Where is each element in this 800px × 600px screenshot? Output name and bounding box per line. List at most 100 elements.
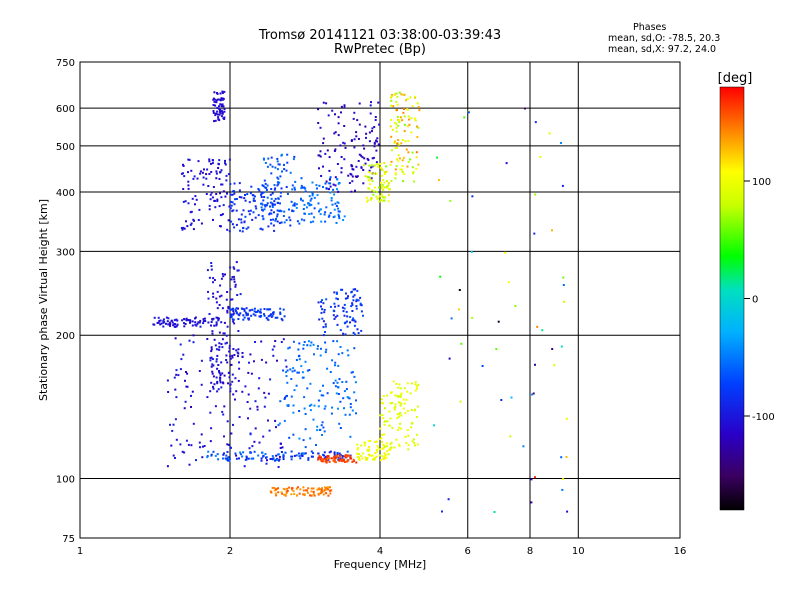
data-point bbox=[391, 401, 394, 404]
data-point bbox=[320, 311, 323, 314]
data-point bbox=[343, 459, 345, 462]
data-point bbox=[310, 212, 313, 215]
data-point bbox=[187, 158, 190, 161]
data-point bbox=[247, 371, 250, 374]
data-point bbox=[334, 379, 337, 382]
data-point bbox=[358, 123, 361, 126]
data-point bbox=[225, 334, 228, 337]
data-point bbox=[332, 183, 335, 186]
data-point bbox=[233, 278, 236, 281]
data-point bbox=[223, 405, 226, 408]
data-point bbox=[383, 423, 386, 426]
data-point bbox=[301, 371, 304, 374]
data-point bbox=[226, 228, 229, 231]
data-point bbox=[179, 343, 182, 346]
data-point bbox=[215, 360, 218, 363]
data-point bbox=[221, 346, 224, 349]
data-point bbox=[333, 302, 336, 305]
data-point bbox=[210, 162, 212, 165]
data-point bbox=[347, 454, 350, 457]
data-point bbox=[212, 364, 215, 367]
data-point bbox=[278, 163, 281, 166]
data-point bbox=[449, 199, 452, 202]
x-tick-2: 2 bbox=[227, 546, 233, 557]
data-point bbox=[232, 312, 235, 315]
data-point bbox=[245, 456, 248, 459]
data-point bbox=[156, 321, 159, 324]
data-point bbox=[355, 305, 358, 308]
data-point bbox=[247, 318, 250, 321]
data-point bbox=[192, 334, 195, 337]
data-point bbox=[286, 489, 289, 492]
data-point bbox=[270, 156, 273, 159]
data-point bbox=[265, 204, 268, 207]
data-point bbox=[334, 113, 336, 116]
data-point bbox=[173, 323, 176, 326]
data-point bbox=[220, 361, 223, 364]
data-point bbox=[332, 382, 335, 385]
data-point bbox=[247, 313, 249, 316]
data-point bbox=[269, 163, 272, 166]
data-point bbox=[286, 394, 288, 397]
data-point bbox=[225, 174, 228, 177]
data-point bbox=[373, 126, 376, 128]
data-point bbox=[183, 451, 186, 454]
data-point bbox=[218, 98, 221, 101]
data-point bbox=[325, 206, 328, 209]
data-point bbox=[321, 491, 323, 494]
data-point bbox=[346, 325, 349, 328]
data-point bbox=[296, 486, 299, 489]
data-point bbox=[184, 323, 187, 325]
colorbar-label: [deg] bbox=[718, 71, 753, 86]
data-point bbox=[310, 403, 313, 406]
data-point bbox=[269, 378, 272, 381]
data-point bbox=[215, 177, 218, 180]
data-point bbox=[548, 132, 551, 135]
data-point bbox=[395, 126, 398, 129]
data-point bbox=[237, 330, 240, 332]
data-point bbox=[180, 227, 183, 229]
data-point bbox=[325, 187, 328, 190]
data-point bbox=[338, 210, 341, 213]
data-point bbox=[301, 186, 304, 189]
data-point bbox=[264, 396, 267, 399]
data-point bbox=[274, 166, 277, 169]
data-point bbox=[278, 455, 281, 458]
data-point bbox=[395, 382, 398, 385]
data-point bbox=[216, 382, 219, 385]
data-point bbox=[216, 453, 219, 456]
data-point bbox=[563, 300, 566, 303]
data-point bbox=[332, 188, 335, 191]
data-point bbox=[352, 317, 355, 320]
data-point bbox=[319, 354, 322, 357]
data-point bbox=[326, 392, 329, 395]
data-point bbox=[339, 346, 342, 348]
data-point bbox=[231, 210, 234, 213]
data-point bbox=[344, 413, 347, 416]
data-point bbox=[192, 341, 195, 344]
data-point bbox=[236, 269, 239, 272]
data-point bbox=[220, 343, 223, 346]
data-point bbox=[249, 407, 252, 410]
data-point bbox=[337, 386, 340, 388]
data-point bbox=[332, 459, 335, 462]
data-point bbox=[305, 489, 307, 492]
data-point bbox=[380, 401, 383, 404]
data-point bbox=[370, 164, 373, 167]
data-point bbox=[267, 308, 270, 311]
data-point bbox=[379, 162, 382, 165]
data-point bbox=[379, 448, 382, 451]
data-point bbox=[229, 288, 232, 291]
data-point bbox=[368, 164, 371, 167]
data-point bbox=[237, 355, 239, 358]
data-point bbox=[206, 269, 209, 272]
data-point bbox=[360, 310, 363, 313]
data-point bbox=[304, 360, 307, 363]
data-point bbox=[180, 172, 183, 175]
data-point bbox=[219, 171, 221, 174]
data-point bbox=[400, 427, 403, 430]
data-point bbox=[226, 291, 229, 293]
data-point bbox=[463, 116, 466, 119]
data-point bbox=[394, 394, 397, 397]
data-point bbox=[368, 171, 371, 174]
